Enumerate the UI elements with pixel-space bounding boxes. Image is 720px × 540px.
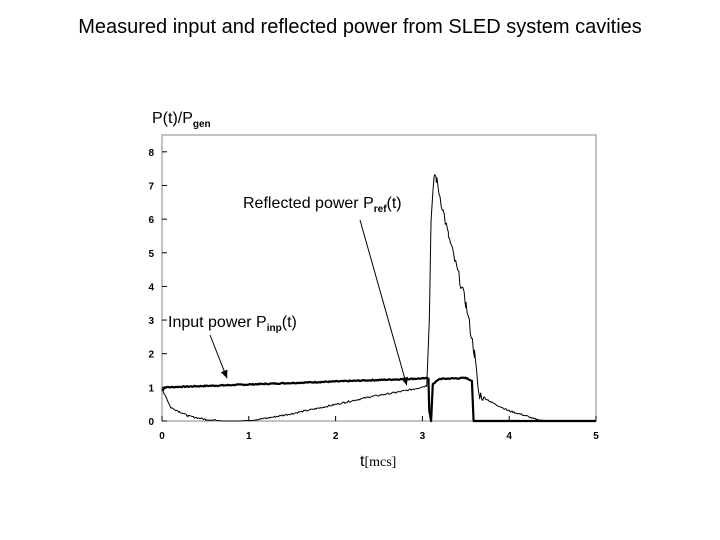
- annotation-reflected-sub: ref: [374, 204, 387, 215]
- y-tick-label: 0: [148, 417, 154, 428]
- annotation-reflected-power: Reflected power Pref(t): [243, 195, 402, 215]
- annotation-input-tail: (t): [282, 314, 297, 331]
- annotation-reflected-arrow: [359, 219, 408, 386]
- y-tick-label: 1: [148, 383, 154, 394]
- x-tick-label: 2: [333, 431, 339, 442]
- plot-frame: [161, 134, 597, 422]
- y-axis-title: P(t)/Pgen: [152, 110, 211, 130]
- annotation-reflected-tail: (t): [387, 195, 402, 212]
- annotation-input-power: Input power Pinp(t): [168, 314, 297, 334]
- x-tick-label: 3: [420, 431, 426, 442]
- annotation-reflected-arrowhead: [401, 376, 408, 386]
- y-tick-label: 6: [148, 215, 154, 226]
- annotation-input-sub: inp: [267, 323, 282, 334]
- y-axis-title-main: P(t)/P: [152, 110, 193, 127]
- y-tick-label: 7: [148, 181, 154, 192]
- x-tick-label: 0: [159, 431, 165, 442]
- x-axis-title-main: t: [360, 453, 365, 470]
- y-tick-label: 2: [148, 350, 154, 361]
- x-tick-label: 5: [593, 431, 599, 442]
- x-axis-title: t[mcs]: [360, 453, 396, 470]
- y-axis-title-sub: gen: [193, 119, 211, 130]
- x-axis-title-unit: [mcs]: [364, 455, 396, 470]
- annotation-input-arrowhead: [220, 369, 228, 379]
- annotation-reflected-main: Reflected power P: [243, 195, 374, 212]
- annotation-input-main: Input power P: [168, 314, 267, 331]
- y-tick-label: 5: [148, 249, 154, 260]
- reflected-power-line: [161, 174, 596, 422]
- x-tick-label: 1: [246, 431, 252, 442]
- y-tick-label: 8: [148, 148, 154, 159]
- y-tick-label: 3: [148, 316, 154, 327]
- input-power-line: [161, 376, 597, 423]
- y-tick-label: 4: [148, 282, 154, 293]
- slide-title: Measured input and reflected power from …: [78, 16, 642, 38]
- x-tick-label: 4: [506, 431, 512, 442]
